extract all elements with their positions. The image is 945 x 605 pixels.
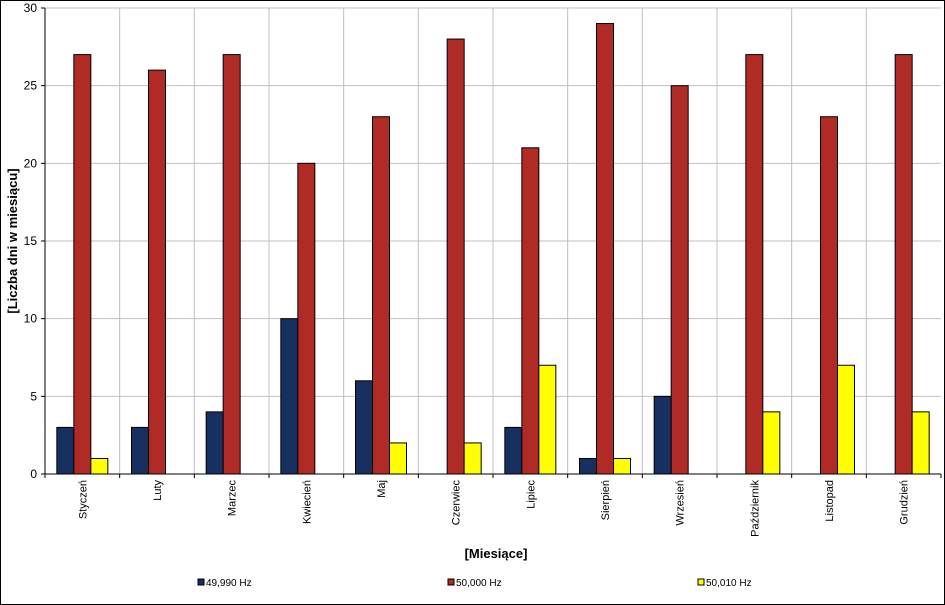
- bar-2-10: [745, 54, 764, 475]
- x-tick-label: Kwiecień: [301, 480, 313, 524]
- x-tick-label: Marzec: [227, 480, 239, 517]
- bar-3-8: [613, 457, 631, 475]
- bar-3-11: [837, 364, 855, 475]
- y-tick-label: 25: [24, 79, 38, 93]
- bar-1-7: [504, 426, 523, 475]
- x-tick-label: Luty: [152, 480, 164, 501]
- x-tick-label: Styczeń: [77, 480, 89, 519]
- legend: 49,990 Hz 50,000 Hz 50,010 Hz: [197, 578, 752, 589]
- bar-1-4: [280, 318, 299, 475]
- bar-2-2: [148, 69, 166, 475]
- bar-2-1: [73, 54, 92, 475]
- bar-3-7: [538, 364, 557, 475]
- bar-1-5: [355, 380, 373, 475]
- y-axis-title: [Liczba dni w miesiącu]: [5, 168, 20, 313]
- x-tick-label: Grudzień: [899, 480, 911, 525]
- bar-2-5: [372, 116, 390, 475]
- bar-2-4: [297, 162, 316, 475]
- legend-label-3: 50,010 Hz: [706, 578, 752, 589]
- bar-3-5: [389, 442, 407, 475]
- bar-1-8: [579, 457, 597, 475]
- bar-2-8: [596, 23, 614, 475]
- bar-1-2: [131, 426, 149, 475]
- y-tick-labels: 0 5 10 15 20 25 30: [24, 1, 38, 481]
- bar-2-11: [820, 116, 838, 475]
- x-axis-title: [Miesiące]: [465, 546, 528, 561]
- legend-label-2: 50,000 Hz: [456, 578, 502, 589]
- x-tick-label: Październik: [749, 480, 761, 537]
- grid: [45, 7, 941, 474]
- legend-swatch-3: [697, 578, 705, 586]
- x-tick-label: Maj: [376, 480, 388, 498]
- x-tick-label: Listopad: [824, 480, 836, 522]
- bar-3-6: [463, 442, 482, 475]
- x-tick-labels: Styczeń Luty Marzec Kwiecień Maj Czerwiec Lipi…: [77, 480, 910, 537]
- legend-swatch-2: [447, 578, 455, 586]
- bar-1-9: [653, 395, 672, 475]
- y-tick-label: 5: [30, 389, 37, 403]
- bar-2-9: [670, 85, 689, 475]
- bar-3-1: [90, 457, 109, 475]
- bar-3-12: [911, 411, 930, 475]
- legend-label-1: 49,990 Hz: [206, 578, 252, 589]
- x-tick-label: Sierpień: [600, 480, 612, 520]
- bar-3-10: [762, 411, 781, 475]
- y-tick-label: 30: [24, 1, 38, 15]
- x-tick-label: Czerwiec: [451, 480, 463, 526]
- bar-1-3: [205, 411, 224, 475]
- bar-2-6: [446, 38, 465, 475]
- bar-1-1: [56, 426, 75, 475]
- axes: [41, 7, 942, 478]
- bar-2-7: [521, 147, 540, 475]
- x-tick-label: Lipiec: [525, 480, 537, 509]
- y-tick-label: 0: [30, 467, 37, 481]
- bar-2-3: [222, 54, 241, 475]
- bar-2-12: [894, 54, 913, 475]
- y-tick-label: 20: [24, 156, 38, 170]
- legend-swatch-1: [197, 578, 205, 586]
- y-tick-label: 15: [24, 234, 38, 248]
- y-tick-label: 10: [24, 312, 38, 326]
- x-tick-label: Wrzesień: [675, 480, 687, 526]
